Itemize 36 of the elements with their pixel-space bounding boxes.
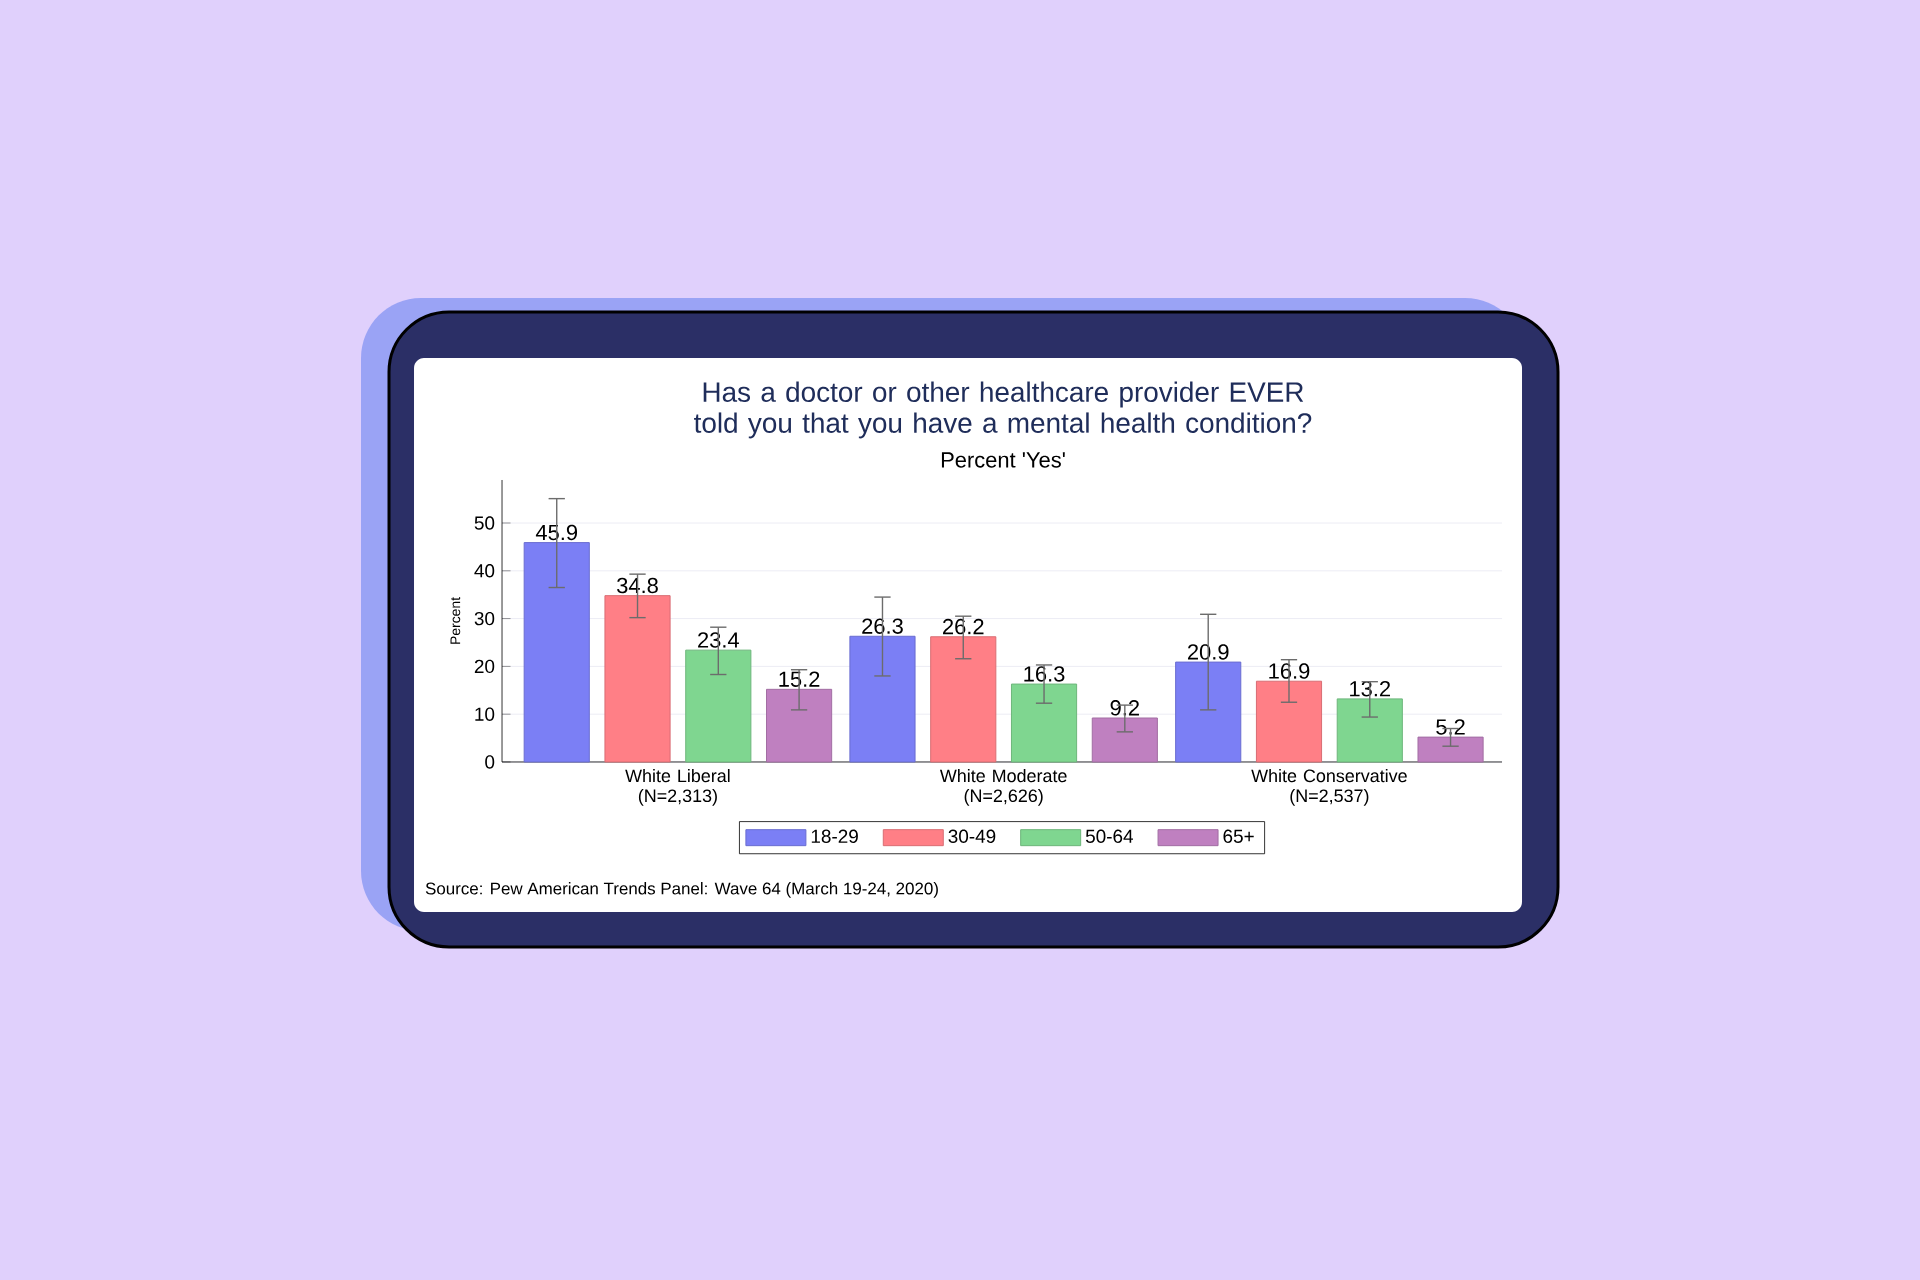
bar	[1417, 736, 1484, 763]
y-tick-label: 0	[485, 755, 495, 769]
data-label: 16.3	[1024, 666, 1065, 682]
data-label: 9.2	[1110, 700, 1139, 716]
x-tick-label: White Liberal (N=2,313)	[625, 769, 730, 806]
y-tick-label: 10	[475, 707, 495, 721]
data-label: 13.2	[1350, 680, 1391, 697]
data-label: 15.2	[779, 671, 820, 687]
bar	[849, 635, 916, 763]
y-tick-label: 50	[474, 516, 495, 530]
bar	[523, 542, 590, 763]
x-tick-label: White Moderate (N=2,626)	[939, 769, 1067, 806]
source-note: Source: Pew American Trends Panel: Wave 64 (March 19-24, 2020)	[425, 882, 938, 898]
legend-label: 50-64	[1085, 829, 1133, 843]
bar	[1175, 661, 1242, 763]
bar	[766, 688, 833, 763]
x-tick-label: White Conservative (N=2,537)	[1251, 769, 1407, 806]
y-tick-label: 30	[474, 611, 495, 626]
data-label: 5.2	[1436, 719, 1465, 735]
chart-subtitle: Percent 'Yes'	[941, 452, 1065, 468]
bar	[1255, 680, 1323, 763]
data-label: 20.9	[1187, 644, 1229, 660]
bar	[930, 636, 997, 763]
legend-label: 65+	[1223, 829, 1254, 843]
y-axis-title: Percent	[450, 597, 461, 644]
chart-title: Has a doctor or other healthcare provider EVER told you that you have a mental health condition?	[694, 381, 1312, 439]
bar	[685, 649, 752, 763]
legend-label: 18-29	[811, 829, 858, 843]
data-label: 16.9	[1269, 663, 1310, 679]
legend-label: 30-49	[948, 829, 996, 843]
bar	[1336, 698, 1403, 763]
bar	[604, 595, 671, 763]
bar	[1091, 717, 1158, 763]
y-tick-label: 40	[474, 564, 495, 578]
y-tick-label: 20	[474, 659, 495, 674]
bar	[1010, 683, 1078, 763]
